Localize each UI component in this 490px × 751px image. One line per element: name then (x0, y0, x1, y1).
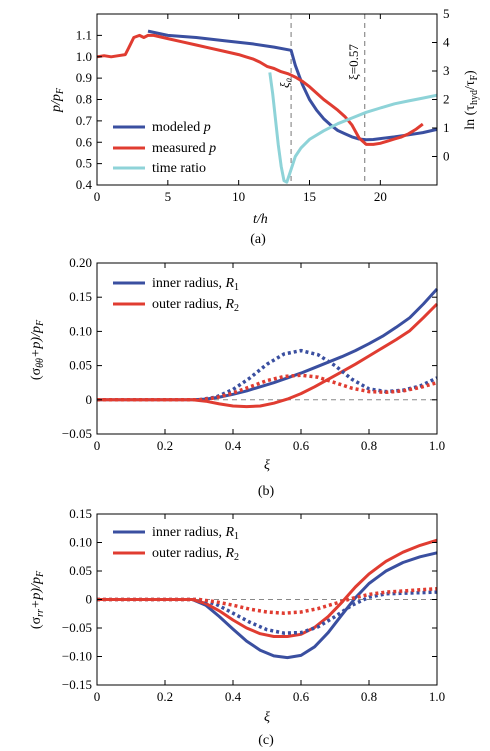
panel-c-xlabel: ξ (264, 710, 270, 725)
y-tick-label: 0.15 (69, 506, 92, 521)
y-tick-label: 0.05 (69, 358, 92, 373)
y-tick-label: 0.5 (76, 156, 92, 171)
x-tick-label: 5 (165, 189, 172, 204)
y-tick-label: 0.15 (69, 289, 92, 304)
annotation-xi0: ξ₀ (277, 78, 292, 88)
x-tick-label: 0.8 (361, 438, 377, 453)
panel-a-xlabel: t/h (253, 212, 268, 227)
panel-c-ticks: 0 0.2 0.4 0.6 0.8 1.0 −0.15 −0.10 −0.05 0 0.05 0.10… (62, 506, 445, 704)
y-tick-label: 0.7 (76, 113, 93, 128)
y-tick-label: −0.15 (62, 677, 92, 692)
panel-a: 0 5 10 15 20 0.4 0.5 0.6 0.7 0.8 0.9 1.0 1.1 0 1 2 3 4 5 t… (49, 6, 480, 247)
panel-a-marks (96, 14, 438, 185)
x-tick-label: 10 (232, 189, 245, 204)
x-tick-label: 15 (303, 189, 316, 204)
panel-b-caption: (b) (258, 484, 275, 499)
x-tick-label: 20 (374, 189, 387, 204)
y-tick-label: 0.10 (69, 323, 92, 338)
y-tick-label: 0.05 (69, 563, 92, 578)
x-tick-label: 0.6 (293, 689, 310, 704)
y2-tick-label: 2 (443, 92, 450, 107)
y-tick-label: 1.1 (76, 27, 92, 42)
panel-a-legend: modeled p measured p time ratio (113, 120, 216, 176)
x-tick-label: 0.4 (225, 438, 242, 453)
panel-c-caption: (c) (258, 733, 274, 748)
y-tick-label: 0.6 (76, 134, 93, 149)
x-tick-label: 0.4 (225, 689, 242, 704)
y-tick-label: −0.05 (62, 620, 92, 635)
panel-a-y2label: ln (τhyd/τF) (463, 70, 480, 130)
legend-label-measured: measured p (152, 141, 216, 156)
y-tick-label: 0.10 (69, 535, 92, 550)
x-tick-label: 0.6 (293, 438, 310, 453)
panel-c: 0 0.2 0.4 0.6 0.8 1.0 −0.15 −0.10 −0.05 0 0.05 0.10… (29, 506, 445, 748)
panel-a-ylabel: p/pF (49, 87, 66, 113)
legend-label-outer: outer radius, R2 (152, 546, 239, 563)
series-line-2 (97, 348, 438, 402)
x-tick-label: 0 (94, 438, 101, 453)
y2-tick-label: 1 (443, 120, 450, 135)
y-tick-label: 0.4 (76, 177, 93, 192)
panel-b-xlabel: ξ (264, 458, 270, 473)
series-line-1 (97, 538, 438, 638)
y2-tick-label: 3 (443, 63, 450, 78)
series-line-2 (268, 72, 438, 184)
panel-a-ticks: 0 5 10 15 20 0.4 0.5 0.6 0.7 0.8 0.9 1.0 1.1 0 1 2 3 4 5 (76, 6, 450, 204)
x-tick-label: 1.0 (429, 689, 445, 704)
legend-label-time-ratio: time ratio (152, 161, 206, 176)
legend-label-outer: outer radius, R2 (152, 297, 239, 314)
panel-a-frame (96, 13, 438, 186)
panel-c-ylabel: (σrr+p)/pF (29, 570, 46, 629)
series-line-2 (97, 590, 438, 635)
y-tick-label: 0.9 (76, 70, 92, 85)
series-line-0 (147, 29, 438, 142)
series-line-1 (97, 302, 439, 409)
y-tick-label: 0.20 (69, 255, 92, 270)
panel-b-frame (96, 262, 438, 435)
series-line-0 (97, 551, 438, 660)
y2-tick-label: 0 (443, 149, 450, 164)
legend-label-inner: inner radius, R1 (152, 276, 239, 293)
x-tick-label: 0.2 (157, 438, 173, 453)
series-line-1 (96, 33, 424, 146)
annotation-xi057: ξ=0.57 (346, 44, 361, 80)
x-tick-label: 0.8 (361, 689, 377, 704)
legend-label-inner: inner radius, R1 (152, 525, 239, 542)
panel-b-legend: inner radius, R1 outer radius, R2 (113, 276, 239, 314)
panel-c-legend: inner radius, R1 outer radius, R2 (113, 525, 239, 563)
y-tick-label: −0.10 (62, 649, 92, 664)
series-line-3 (97, 373, 438, 402)
y-tick-label: −0.05 (62, 426, 92, 441)
y2-tick-label: 4 (443, 35, 450, 50)
y-tick-label: 0 (86, 592, 93, 607)
panel-b-ylabel: (σθθ+p)/pF (29, 319, 46, 380)
legend-label-modeled: modeled p (152, 120, 211, 135)
x-tick-label: 0.2 (157, 689, 173, 704)
x-tick-label: 1.0 (429, 438, 445, 453)
y-tick-label: 1.0 (76, 49, 92, 64)
y2-tick-label: 5 (443, 6, 450, 21)
x-tick-label: 0 (94, 689, 101, 704)
y-tick-label: 0 (86, 392, 93, 407)
series-line-3 (97, 586, 438, 615)
panel-a-caption: (a) (250, 232, 266, 247)
x-tick-label: 0 (94, 189, 101, 204)
panel-c-marks (97, 538, 438, 660)
y-tick-label: 0.8 (76, 92, 92, 107)
series-line-0 (97, 287, 439, 402)
panel-b-marks (97, 287, 439, 409)
